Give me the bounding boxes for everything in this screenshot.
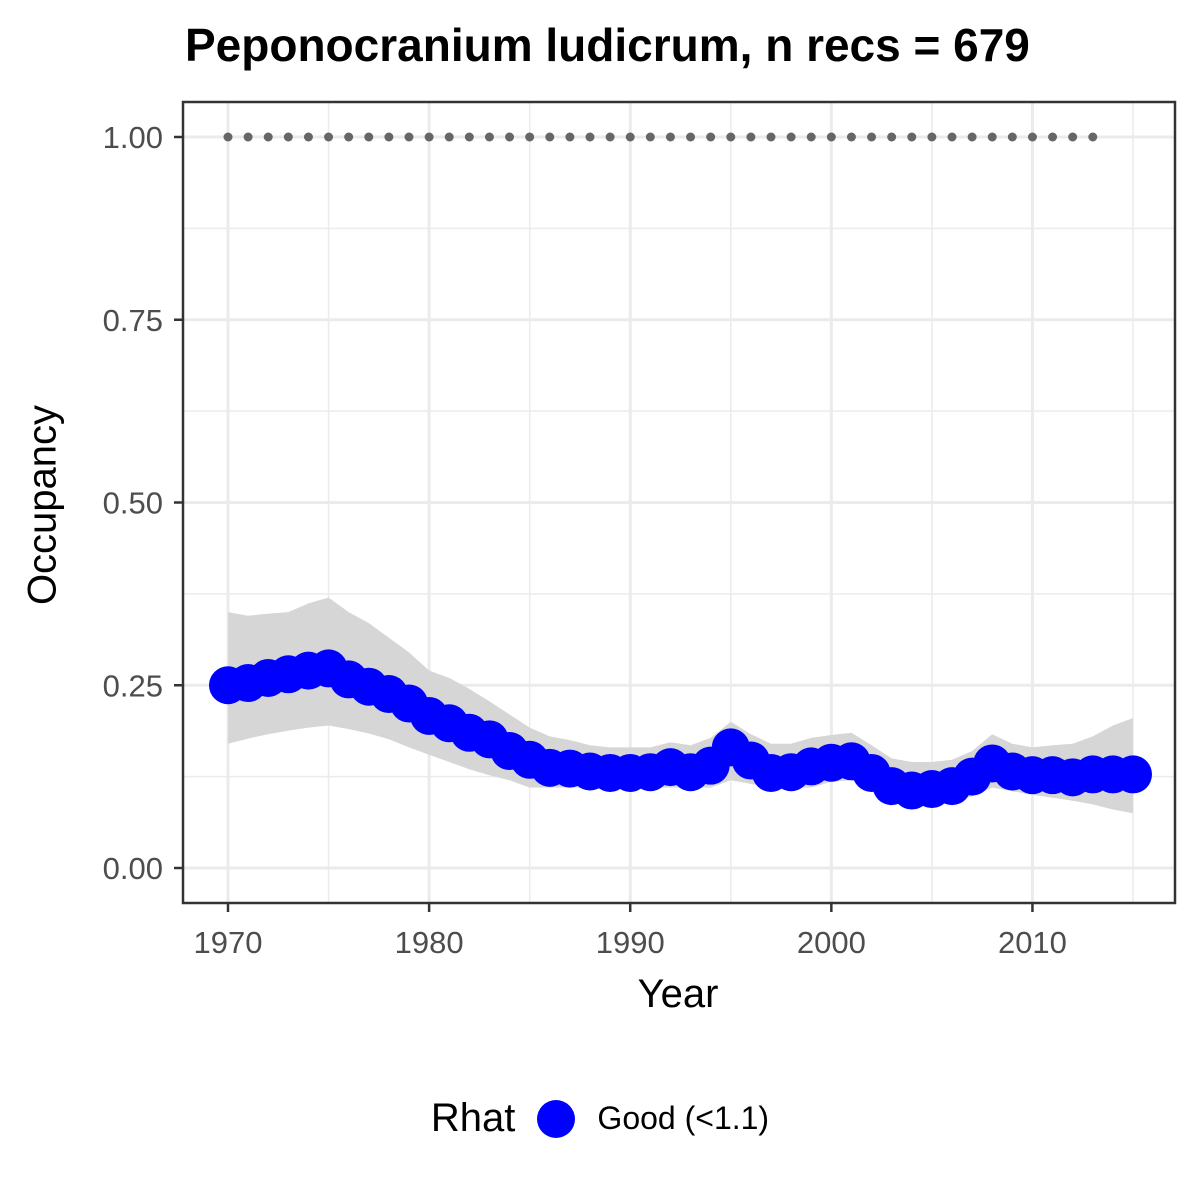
- reference-point: [404, 132, 414, 142]
- x-tick-label: 1980: [395, 925, 464, 960]
- reference-point: [987, 132, 997, 142]
- y-tick-label: 0.50: [103, 486, 163, 521]
- reference-point: [766, 132, 776, 142]
- x-tick-label: 2010: [998, 925, 1067, 960]
- occupancy-point: [1114, 755, 1152, 794]
- y-tick-label: 0.75: [103, 303, 163, 338]
- legend-title: Rhat: [430, 1096, 516, 1140]
- legend: Rhat Good (<1.1): [0, 1096, 1200, 1141]
- reference-point: [424, 132, 434, 142]
- reference-point: [867, 132, 877, 142]
- x-tick-label: 1990: [596, 925, 665, 960]
- reference-point: [665, 132, 675, 142]
- legend-label-good: Good (<1.1): [597, 1100, 770, 1136]
- credible-interval-ribbon: [228, 597, 1133, 814]
- reference-point: [786, 132, 796, 142]
- reference-point: [484, 132, 494, 142]
- y-tick-label: 0.00: [103, 851, 163, 886]
- reference-point: [525, 132, 535, 142]
- reference-point: [907, 132, 917, 142]
- reference-point: [1068, 132, 1078, 142]
- reference-point: [283, 132, 293, 142]
- y-tick-labels: 0.00 0.25 0.50 0.75 1.00: [103, 120, 183, 886]
- y-tick-label: 1.00: [103, 120, 163, 155]
- reference-point: [1007, 132, 1017, 142]
- reference-point: [1027, 132, 1037, 142]
- plot-panel: [181, 100, 1177, 905]
- reference-point: [1088, 132, 1098, 142]
- reference-point: [324, 132, 334, 142]
- reference-point: [947, 132, 957, 142]
- reference-point: [706, 132, 716, 142]
- x-tick-label: 1970: [194, 925, 263, 960]
- reference-point: [826, 132, 836, 142]
- reference-point: [686, 132, 696, 142]
- chart-title: Peponocranium ludicrum, n recs = 679: [185, 19, 1030, 71]
- reference-point: [364, 132, 374, 142]
- reference-point: [243, 132, 253, 142]
- y-tick-label: 0.25: [103, 668, 163, 703]
- reference-point: [505, 132, 515, 142]
- reference-point: [565, 132, 575, 142]
- reference-point: [645, 132, 655, 142]
- reference-point: [726, 132, 736, 142]
- reference-point: [384, 132, 394, 142]
- y-axis-label: Occupancy: [20, 404, 65, 606]
- reference-point: [746, 132, 756, 142]
- x-tick-labels: 1970 1980 1990 2000 2010: [194, 903, 1067, 960]
- reference-point: [1048, 132, 1058, 142]
- reference-point: [545, 132, 555, 142]
- x-axis-label: Year: [637, 972, 719, 1016]
- x-tick-label: 2000: [797, 925, 866, 960]
- reference-point: [303, 132, 313, 142]
- reference-point: [625, 132, 635, 142]
- reference-point: [344, 132, 354, 142]
- legend-key-good: [537, 1099, 576, 1138]
- reference-point: [585, 132, 595, 142]
- reference-point: [464, 132, 474, 142]
- reference-point: [263, 132, 273, 142]
- reference-point: [605, 132, 615, 142]
- reference-point: [444, 132, 454, 142]
- reference-point: [223, 132, 233, 142]
- reference-point: [967, 132, 977, 142]
- reference-point: [806, 132, 816, 142]
- reference-point: [887, 132, 897, 142]
- reference-point: [846, 132, 856, 142]
- reference-point: [927, 132, 937, 142]
